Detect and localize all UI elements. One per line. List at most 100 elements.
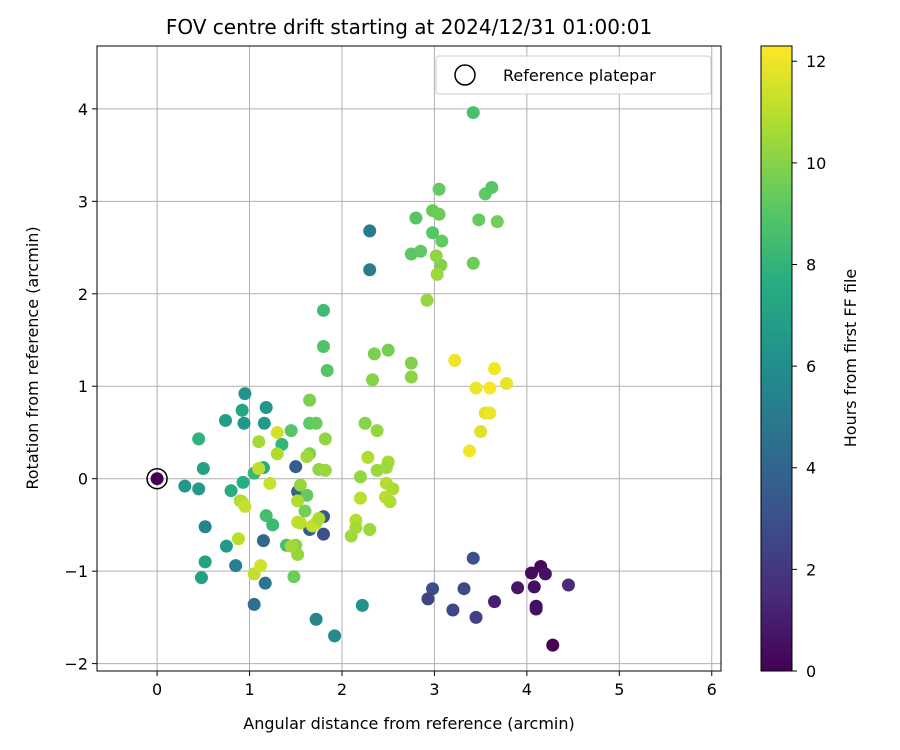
data-point [446, 603, 460, 617]
data-point [309, 416, 323, 430]
data-point [469, 381, 483, 395]
data-point [353, 470, 367, 484]
data-point [270, 425, 284, 439]
colorbar-tick-label: 12 [806, 52, 826, 71]
data-point [318, 432, 332, 446]
data-point [270, 447, 284, 461]
x-tick-label: 4 [522, 680, 532, 699]
data-point [370, 424, 384, 438]
data-point [538, 567, 552, 581]
data-point [293, 516, 307, 530]
data-point [224, 484, 238, 498]
reference-marker-ring [146, 467, 168, 490]
y-tick-label: 1 [78, 377, 88, 396]
x-tick-label: 2 [337, 680, 347, 699]
x-tick-label: 0 [152, 680, 162, 699]
colorbar-label: Hours from first FF file [841, 269, 860, 448]
data-point [383, 495, 397, 509]
data-point [490, 215, 504, 229]
data-point [404, 370, 418, 384]
x-tick-label: 6 [707, 680, 717, 699]
colorbar-tick-label: 6 [806, 357, 816, 376]
data-point [426, 226, 440, 240]
data-point [298, 504, 312, 518]
colorbar-tick-label: 10 [806, 154, 826, 173]
data-point [448, 353, 462, 367]
x-tick-label: 1 [244, 680, 254, 699]
data-point [365, 373, 379, 387]
data-point [219, 539, 233, 553]
data-point [344, 529, 358, 543]
data-point [238, 387, 252, 401]
data-point [237, 416, 251, 430]
data-point [386, 482, 400, 496]
data-point [429, 249, 443, 263]
data-point [247, 597, 261, 611]
reference-point [150, 472, 164, 486]
legend-label-reference: Reference platepar [503, 66, 656, 85]
data-point [435, 234, 449, 248]
data-point [404, 356, 418, 370]
data-point [238, 499, 252, 513]
data-point [266, 518, 280, 532]
data-point [463, 444, 477, 458]
data-point [196, 462, 210, 476]
data-point [483, 406, 497, 420]
data-point [257, 416, 271, 430]
data-point [363, 263, 377, 277]
data-point [524, 566, 538, 580]
data-point [363, 224, 377, 238]
data-point [236, 475, 250, 489]
data-point [426, 582, 440, 596]
data-point [527, 580, 541, 594]
data-point [194, 571, 208, 585]
data-point [466, 551, 480, 565]
data-point [256, 534, 270, 548]
data-point [192, 432, 206, 446]
y-tick-label: 3 [78, 192, 88, 211]
chart-title: FOV centre drift starting at 2024/12/31 … [166, 15, 652, 39]
data-point [414, 244, 428, 258]
data-point [231, 532, 245, 546]
data-point [363, 523, 377, 537]
x-tick-label: 5 [614, 680, 624, 699]
data-point [218, 413, 232, 427]
y-tick-label: 4 [78, 100, 88, 119]
data-point [300, 450, 314, 464]
data-point [316, 303, 330, 317]
data-point [430, 267, 444, 281]
data-point [309, 612, 323, 626]
data-point [367, 347, 381, 361]
data-point [229, 559, 243, 573]
data-point [469, 610, 483, 624]
data-point [420, 293, 434, 307]
legend-box [435, 55, 712, 95]
data-point [259, 401, 273, 415]
data-point [303, 393, 317, 407]
data-point [472, 213, 486, 227]
colorbar: 0 2 4 6 8 10 12 Hours from first FF file [760, 45, 860, 681]
plot-area: 0 1 2 3 4 5 6 −2 −1 0 1 2 3 4 [64, 45, 722, 699]
data-point [258, 576, 272, 590]
data-point [178, 479, 192, 493]
data-point [198, 555, 212, 569]
data-point [355, 598, 369, 612]
data-point [409, 211, 423, 225]
data-point [485, 180, 499, 194]
data-point [289, 460, 303, 474]
data-point [466, 106, 480, 120]
data-point [381, 343, 395, 357]
x-tick-label: 3 [429, 680, 439, 699]
data-point [328, 629, 342, 643]
data-point [353, 491, 367, 505]
colorbar-tick-label: 4 [806, 459, 816, 478]
data-point [488, 362, 502, 376]
data-point [358, 416, 372, 430]
data-point [263, 476, 277, 490]
y-axis-label: Rotation from reference (arcmin) [23, 226, 42, 489]
y-tick-label: −1 [64, 562, 88, 581]
data-point [561, 578, 575, 592]
x-axis-label: Angular distance from reference (arcmin) [243, 714, 574, 733]
data-point [293, 478, 307, 492]
